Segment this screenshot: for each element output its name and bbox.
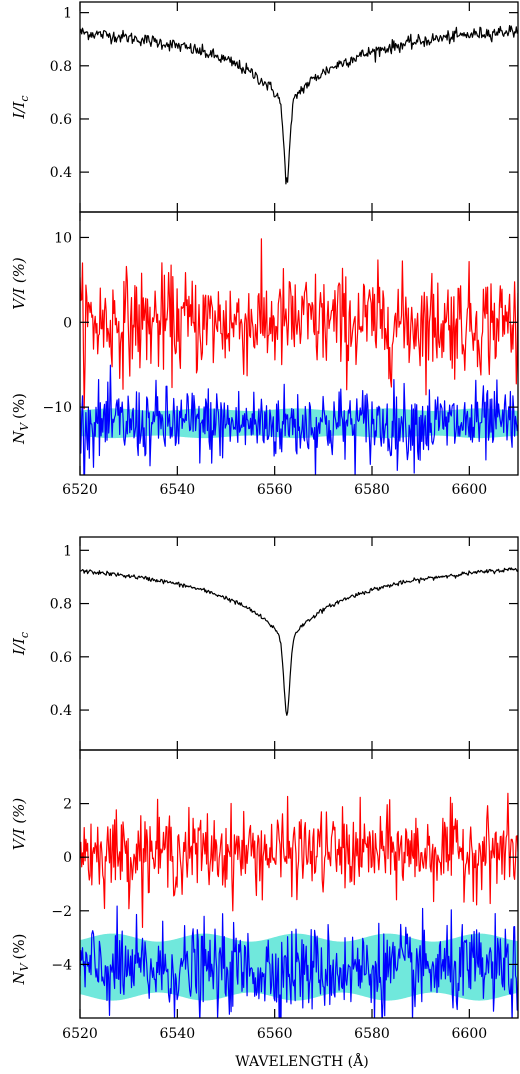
series-line-1 [80, 364, 518, 475]
y-tick-label: 0.6 [50, 112, 72, 128]
x-tick-label: 6560 [257, 1026, 293, 1042]
y-tick-label: −10 [42, 400, 72, 416]
y-tick-label: −2 [51, 904, 72, 920]
panel-1-1: −4 −2 0 2 V/I (%) NV(%) [10, 749, 519, 1019]
y-tick-label: 0.8 [50, 597, 72, 613]
x-tick-label: 6560 [257, 482, 293, 498]
y-tick-label: −4 [51, 957, 72, 973]
x-tick-label: 6520 [62, 1026, 98, 1042]
y-axis-label-vi: V/I (%) [10, 257, 28, 310]
axes-frame [79, 211, 519, 476]
y-tick-label: 0.4 [50, 165, 72, 181]
y-tick-label: 2 [63, 797, 72, 813]
plot-area [80, 238, 518, 475]
x-tick-label: 6580 [354, 1026, 390, 1042]
x-tick-label: 6580 [354, 482, 390, 498]
y-tick-label: 1 [63, 6, 72, 22]
y-axis-label: I/Ic [10, 632, 31, 656]
x-tick-label: 6520 [62, 482, 98, 498]
y-tick-label: 0.4 [50, 703, 72, 719]
series-line-0 [80, 792, 518, 929]
x-tick-label: 6540 [160, 1026, 196, 1042]
axes-frame [79, 536, 519, 751]
series-line-0 [80, 238, 518, 410]
series-line-1 [80, 905, 518, 1018]
y-tick-label: 10 [54, 230, 72, 246]
y-tick-label: 0 [63, 850, 72, 866]
y-axis-label-vi: V/I (%) [10, 798, 28, 851]
y-tick-label: 0 [63, 315, 72, 331]
plot-area [80, 792, 518, 1018]
y-tick-label: 1 [63, 543, 72, 559]
y-tick-label: 0.6 [50, 650, 72, 666]
series-line-0 [80, 567, 518, 716]
plot-area [80, 25, 518, 185]
panel-0-0: 0.4 0.6 0.8 1 I/Ic [10, 1, 519, 213]
y-axis-label-nv: NV(%) [10, 393, 31, 445]
x-tick-label: 6600 [452, 1026, 488, 1042]
x-tick-label: 6600 [452, 482, 488, 498]
y-axis-label-nv: NV(%) [10, 933, 31, 985]
y-tick-label: 0.8 [50, 59, 72, 75]
series-line-0 [80, 25, 518, 185]
x-axis-label: WAVELENGTH (Å) [235, 1052, 368, 1070]
plot-area [80, 567, 518, 716]
panel-1-0: 0.4 0.6 0.8 1 I/Ic [10, 536, 519, 751]
x-tick-label: 6540 [160, 482, 196, 498]
panel-0-1: −10 0 10 V/I (%) NV(%) [10, 211, 519, 476]
figure-upper: 0.4 0.6 0.8 1 I/Ic −10 0 10 V/I (%) NV(%) 6520 6540… [10, 1, 519, 498]
y-axis-label: I/Ic [10, 95, 31, 119]
axes-frame [79, 749, 519, 1019]
figure-lower: 0.4 0.6 0.8 1 I/Ic −4 −2 0 2 V/I (%) NV(%) 6520 6540… [10, 536, 519, 1042]
